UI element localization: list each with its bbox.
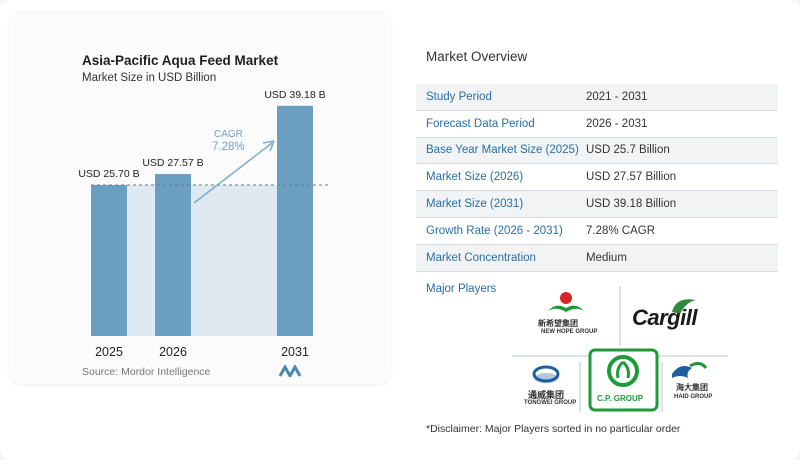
new-hope-logo-icon <box>548 292 584 312</box>
source-note: Source: Mordor Intelligence <box>82 366 211 378</box>
overview-value: USD 39.18 Billion <box>586 198 677 211</box>
overview-row: Growth Rate (2026 - 2031) 7.28% CAGR <box>416 218 778 245</box>
overview-label: Market Size (2031) <box>426 198 524 211</box>
category-label: 2026 <box>159 345 187 359</box>
growth-band <box>91 185 313 336</box>
cagr-arrowhead <box>262 140 275 152</box>
overview-row: Forecast Data Period 2026 - 2031 <box>416 111 778 138</box>
overview-value: 7.28% CAGR <box>586 224 656 237</box>
cp-group-logo-icon <box>588 348 659 412</box>
new-hope-cn-name: 新希望集团 <box>538 319 578 328</box>
chart-title: Asia-Pacific Aqua Feed Market <box>82 53 279 68</box>
bar <box>277 105 313 336</box>
tongwei-logo-icon <box>532 365 560 383</box>
overview-value: 2021 - 2031 <box>586 90 648 103</box>
haid-logo-icon <box>672 361 708 378</box>
bar-value-label: USD 25.70 B <box>78 168 139 180</box>
overview-row: Base Year Market Size (2025) USD 25.7 Bil… <box>416 137 778 165</box>
haid-cn-name: 海大集团 <box>676 383 708 392</box>
players-title: Major Players <box>426 283 497 295</box>
cagr-arrow <box>193 142 273 204</box>
overview-value: 2026 - 2031 <box>586 117 648 130</box>
chart-subtitle: Market Size in USD Billion <box>82 72 217 84</box>
tongwei-name: TONGWEI GROUP <box>524 400 577 406</box>
cargill-leaf-icon <box>672 299 696 314</box>
tongwei-cn-name: 通威集团 <box>528 390 565 400</box>
overview-label: Study Period <box>426 90 492 103</box>
overview-value: Medium <box>586 251 627 264</box>
overview-value: USD 27.57 Billion <box>586 171 677 184</box>
cargill-name: Cargill <box>632 305 697 330</box>
overview-label: Market Size (2026) <box>426 171 524 184</box>
bar-value-label: USD 39.18 B <box>264 89 325 101</box>
bar <box>91 185 127 336</box>
cagr-value: 7.28% <box>212 141 245 153</box>
category-label: 2025 <box>95 345 123 359</box>
overview-label: Forecast Data Period <box>426 117 535 130</box>
overview-label: Market Concentration <box>426 251 536 264</box>
overview-row: Market Size (2026) USD 27.57 Billion <box>416 164 778 192</box>
overview-row: Market Size (2031) USD 39.18 Billion <box>416 191 778 218</box>
overview-row: Study Period 2021 - 2031 <box>416 84 778 111</box>
cagr-label: CAGR <box>214 129 243 140</box>
overview-label: Base Year Market Size (2025) <box>426 144 579 157</box>
overview-row: Market Concentration Medium <box>416 244 778 272</box>
bar-chart: USD 25.70 B 2025 USD 27.57 B 2026 USD 39.18 … <box>78 89 330 359</box>
disclaimer: *Disclaimer: Major Players sorted in no … <box>426 423 681 435</box>
bar-value-label: USD 27.57 B <box>142 157 203 169</box>
mordor-logo-icon <box>279 365 302 377</box>
overview-value: USD 25.7 Billion <box>586 144 670 157</box>
overview-title: Market Overview <box>426 49 528 64</box>
overview-table: Study Period 2021 - 2031 Forecast Data Pe… <box>416 84 778 272</box>
bar <box>155 174 191 336</box>
haid-name: HAID GROUP <box>674 394 713 400</box>
cp-group-name: C.P. GROUP <box>597 394 644 403</box>
category-label: 2031 <box>281 345 309 359</box>
overview-label: Growth Rate (2026 - 2031) <box>426 224 563 237</box>
new-hope-name: NEW HOPE GROUP <box>541 329 598 335</box>
